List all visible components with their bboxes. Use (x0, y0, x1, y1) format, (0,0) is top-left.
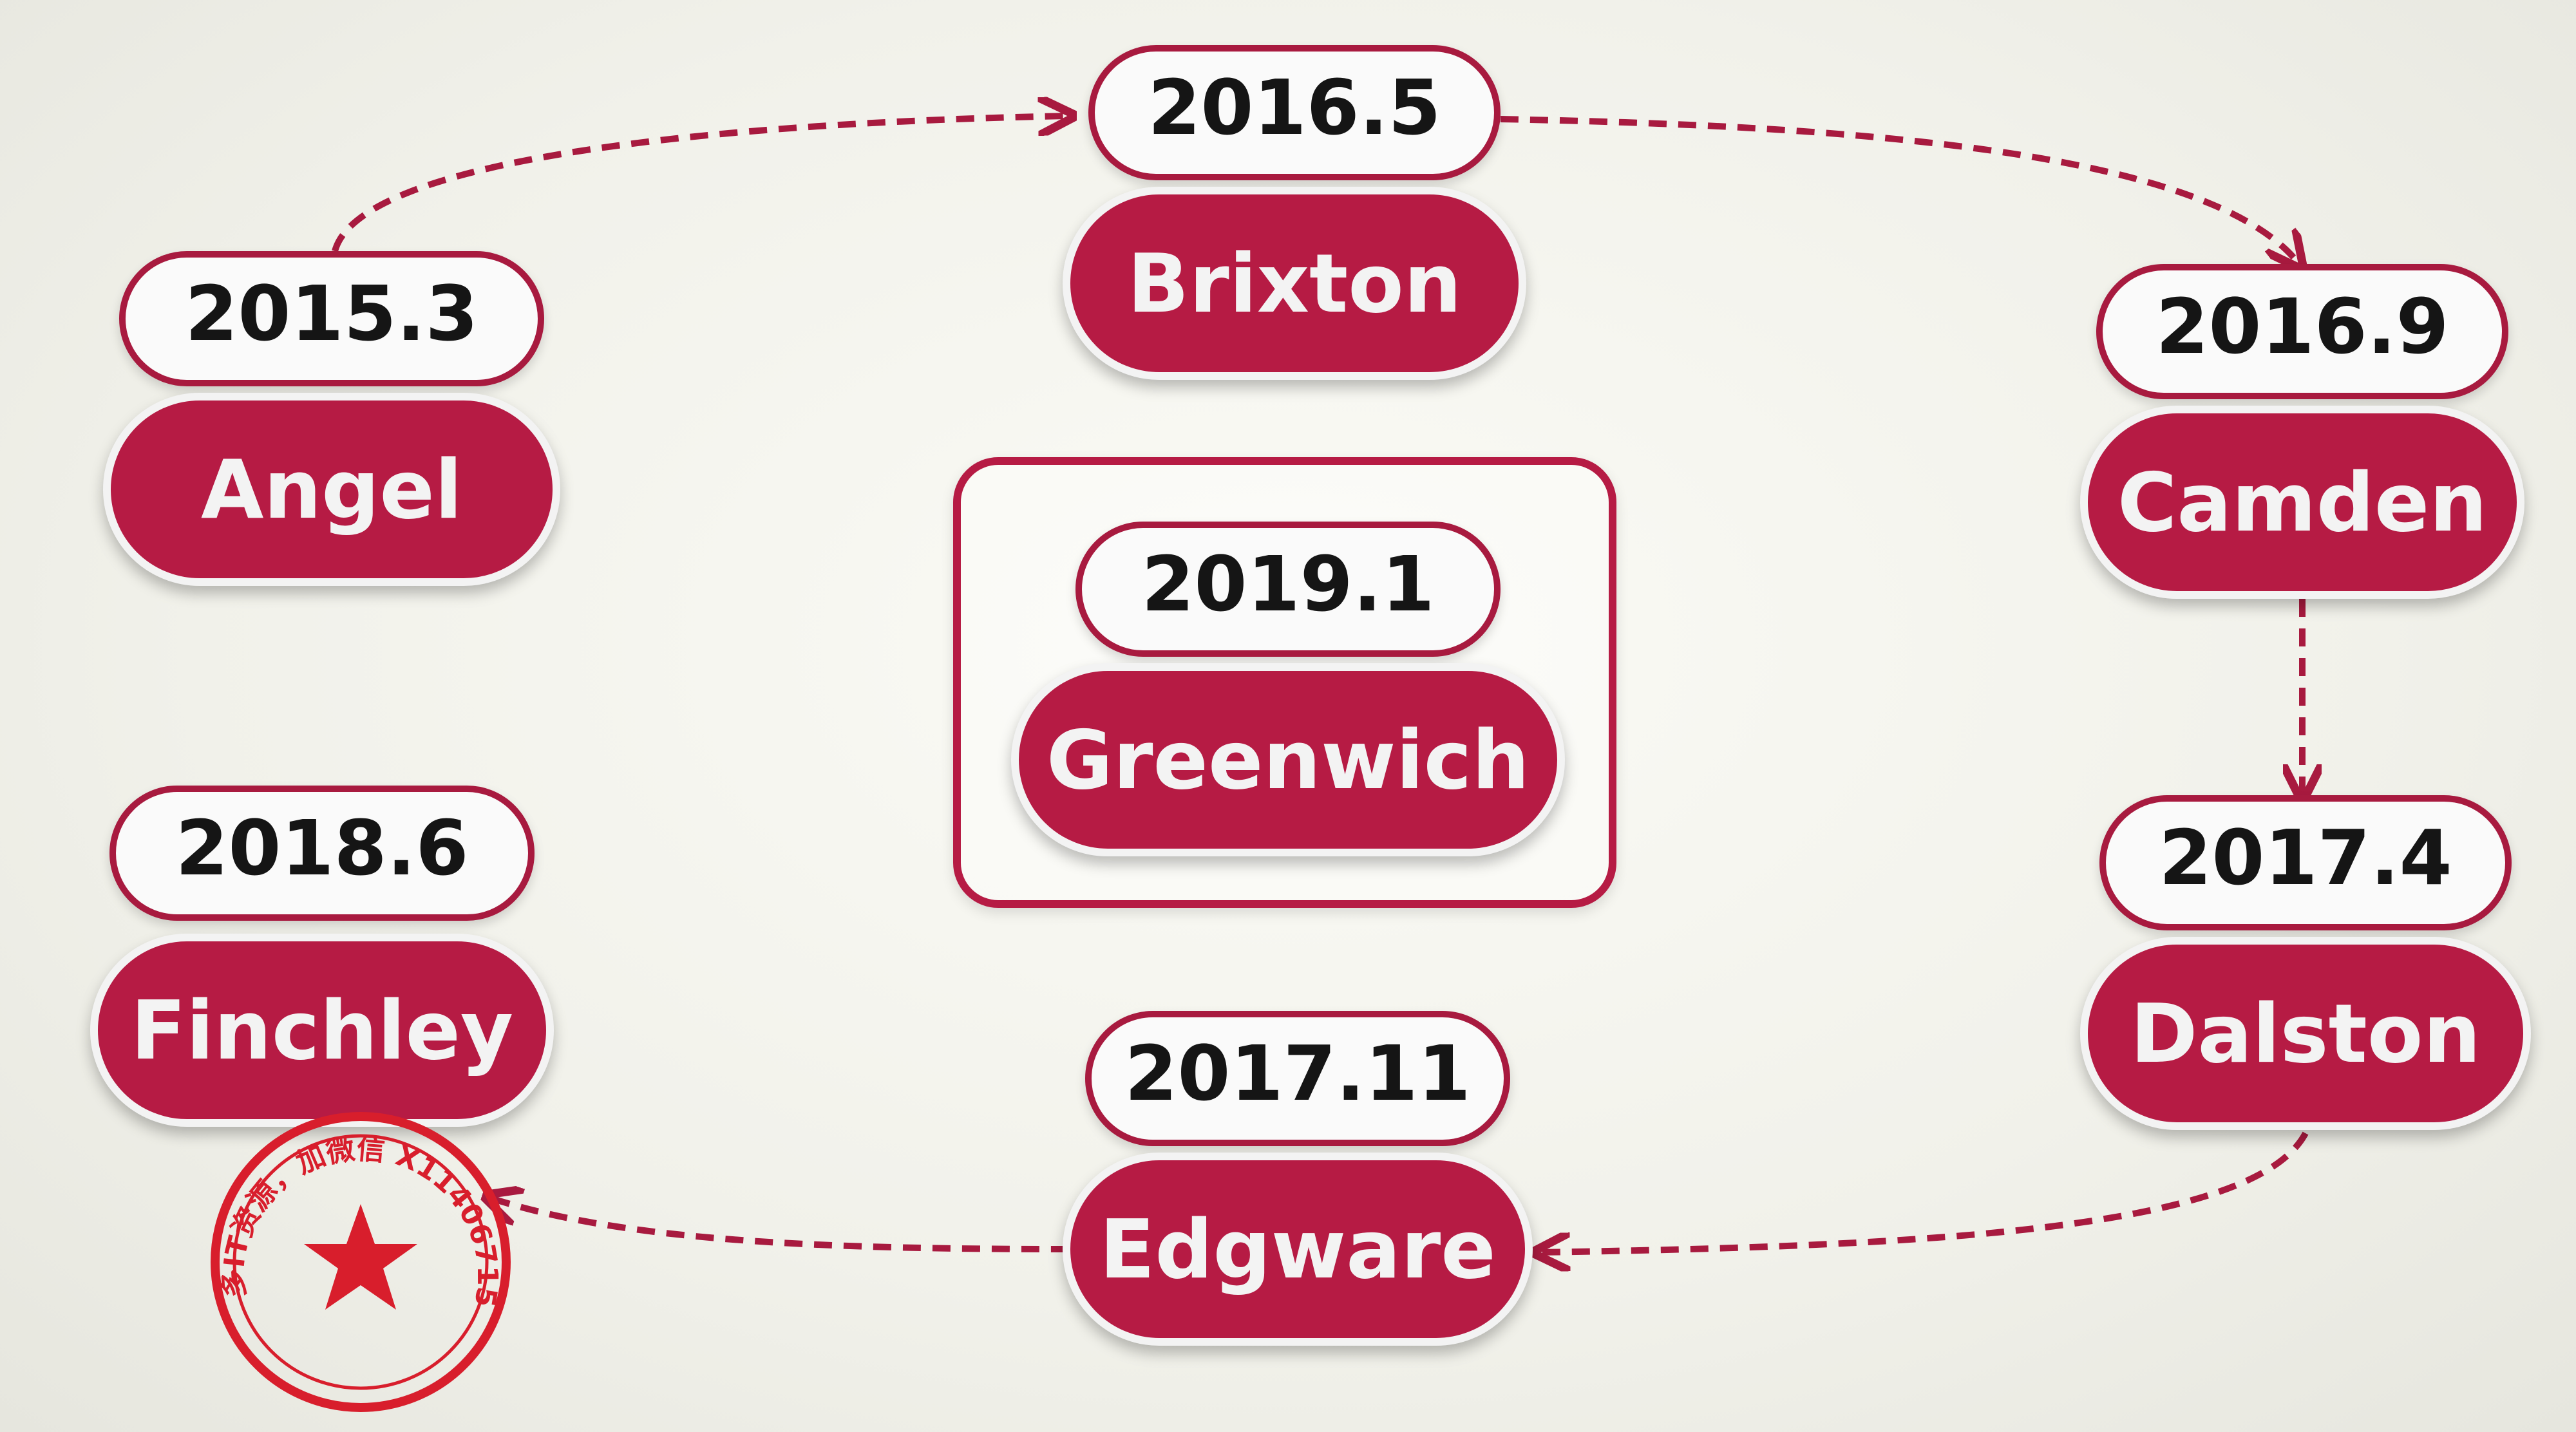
connector-brixton-camden (1500, 116, 2299, 264)
node-name: Dalston (2080, 937, 2531, 1130)
node-angel: 2015.3 Angel (103, 251, 560, 586)
node-name: Greenwich (1011, 663, 1565, 856)
node-date: 2018.6 (109, 786, 535, 921)
node-greenwich: 2019.1 Greenwich (1011, 522, 1565, 856)
node-date: 2017.4 (2099, 795, 2512, 930)
node-name: Camden (2080, 406, 2524, 599)
connector-edgware-finchley (489, 1198, 1070, 1252)
node-date: 2015.3 (119, 251, 544, 386)
connector-dalston-edgware (1539, 1131, 2309, 1252)
watermark-stamp: 更多IT资源，加微信 X114067152 (206, 1107, 511, 1412)
node-date: 2017.11 (1085, 1011, 1510, 1146)
node-dalston: 2017.4 Dalston (2080, 795, 2531, 1130)
node-date: 2019.1 (1075, 522, 1501, 657)
node-name: Finchley (90, 934, 554, 1127)
node-camden: 2016.9 Camden (2080, 264, 2524, 599)
node-name: Brixton (1063, 187, 1526, 380)
star-icon (304, 1204, 417, 1310)
node-brixton: 2016.5 Brixton (1063, 45, 1526, 380)
node-date: 2016.9 (2096, 264, 2508, 399)
node-name: Angel (103, 393, 560, 586)
connector-angel-brixton (332, 116, 1069, 252)
node-name: Edgware (1063, 1153, 1533, 1346)
node-edgware: 2017.11 Edgware (1063, 1011, 1533, 1346)
node-finchley: 2018.6 Finchley (90, 786, 554, 1127)
node-date: 2016.5 (1088, 45, 1501, 180)
